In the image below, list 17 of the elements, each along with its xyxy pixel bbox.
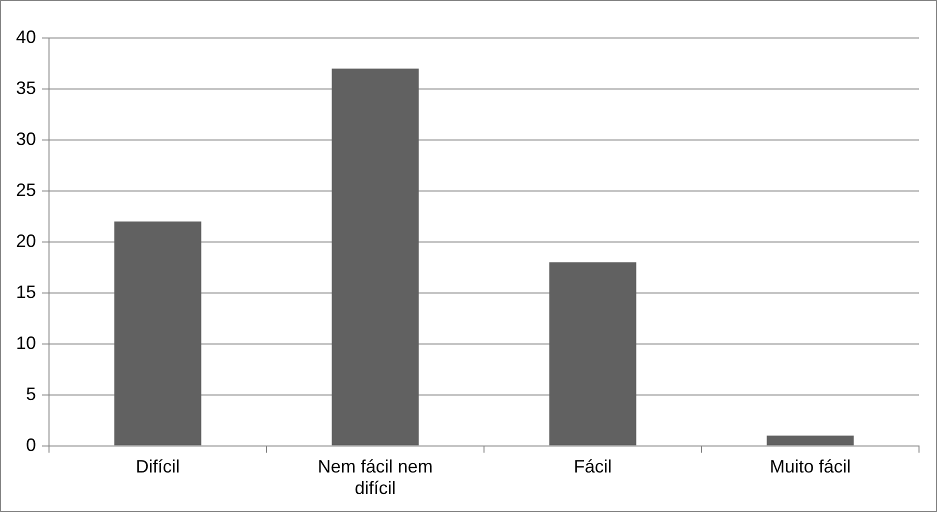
x-tick-label: Nem fácil nem difícil (318, 456, 433, 498)
y-tick-label: 40 (16, 26, 36, 47)
x-tick-label: Difícil (136, 456, 180, 477)
y-tick-label: 20 (16, 230, 36, 251)
y-tick-label: 30 (16, 128, 36, 149)
y-tick-label: 0 (26, 434, 36, 455)
bar (766, 436, 854, 446)
y-tick-label: 15 (16, 282, 36, 302)
x-tick-label: Muito fácil (770, 456, 851, 477)
x-tick-label: Fácil (574, 456, 612, 477)
bar (114, 222, 202, 446)
y-tick-label: 5 (26, 384, 36, 404)
y-tick-label: 35 (16, 78, 36, 98)
bar (332, 68, 419, 446)
y-tick-label: 25 (16, 180, 36, 200)
bar (549, 262, 636, 446)
y-tick-label: 10 (16, 332, 36, 353)
